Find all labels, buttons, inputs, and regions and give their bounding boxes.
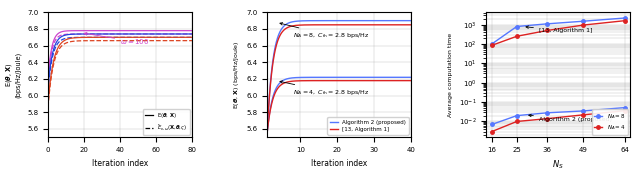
- Text: $\omega = 100$: $\omega = 100$: [84, 32, 150, 46]
- Legend: E($\boldsymbol{\theta}$, $\mathbf{X}$), $\hat{E}_{\nu,\omega}$($\mathbf{X}$,$\bo: E($\boldsymbol{\theta}$, $\mathbf{X}$), …: [143, 109, 189, 135]
- Legend: $N_A = 8$, $N_A = 4$: $N_A = 8$, $N_A = 4$: [591, 109, 628, 134]
- Y-axis label: E($\boldsymbol{\theta}$, $\mathbf{X}$)
(bps/Hz/Joule): E($\boldsymbol{\theta}$, $\mathbf{X}$) (…: [4, 52, 22, 98]
- Y-axis label: E($\boldsymbol{\theta}$, $\mathbf{X}$) (bps/Hz/Joule): E($\boldsymbol{\theta}$, $\mathbf{X}$) (…: [232, 40, 241, 109]
- Y-axis label: Average computation time: Average computation time: [448, 33, 453, 117]
- X-axis label: $N_S$: $N_S$: [552, 159, 564, 171]
- Legend: Algorithm 2 (proposed), [13, Algorithm 1]: Algorithm 2 (proposed), [13, Algorithm 1…: [328, 117, 408, 134]
- Text: [13, Algorithm 1]: [13, Algorithm 1]: [526, 26, 593, 33]
- Text: $N_A = 8,\ C_{\mathrm{th}} = 2.8$ bps/Hz: $N_A = 8,\ C_{\mathrm{th}} = 2.8$ bps/Hz: [280, 23, 369, 40]
- Text: $N_A = 4,\ C_{\mathrm{th}} = 2.8$ bps/Hz: $N_A = 4,\ C_{\mathrm{th}} = 2.8$ bps/Hz: [280, 81, 369, 97]
- Text: Algorithm 2 (proposed): Algorithm 2 (proposed): [529, 114, 612, 122]
- X-axis label: Iteration index: Iteration index: [92, 159, 148, 168]
- X-axis label: Iteration index: Iteration index: [311, 159, 367, 168]
